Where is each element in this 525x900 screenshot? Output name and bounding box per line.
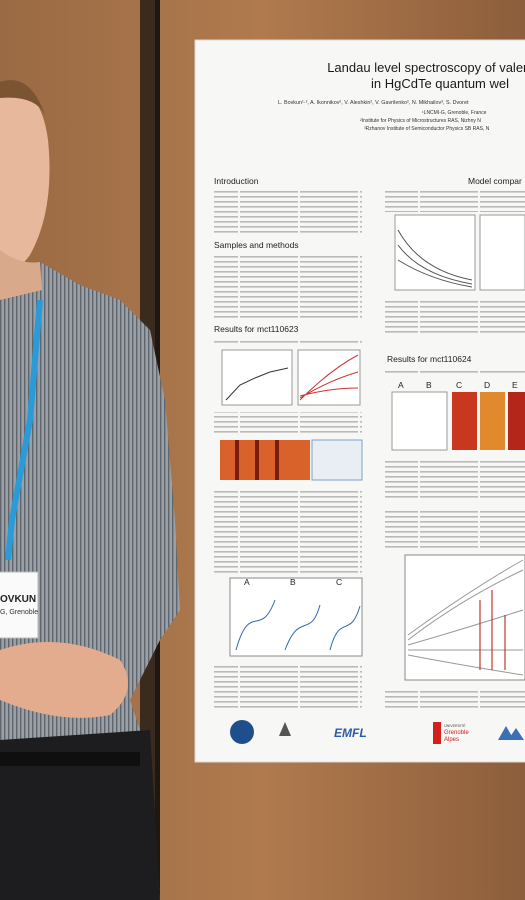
heatmap-band — [235, 440, 239, 480]
figure — [221, 349, 293, 406]
badge-name: OVKUN — [0, 594, 36, 605]
section-heading: Model compar — [468, 176, 522, 186]
figure — [297, 349, 361, 406]
figure — [311, 439, 363, 481]
neck — [0, 250, 42, 300]
figure — [391, 391, 448, 451]
body-text — [385, 190, 525, 212]
body-text — [385, 688, 525, 708]
panel-label: B — [426, 380, 432, 390]
person: OVKUN G, Grenoble — [0, 80, 180, 900]
logo — [279, 722, 291, 736]
figure-curve — [407, 559, 524, 676]
figure-curve — [225, 367, 289, 401]
figure-curve — [479, 590, 506, 670]
body-text — [385, 508, 525, 548]
name-badge — [0, 571, 39, 639]
body-text — [385, 368, 525, 376]
body-text — [385, 300, 525, 336]
body-text — [214, 664, 362, 708]
heatmap — [452, 392, 477, 450]
heatmap — [220, 440, 310, 480]
poster-affiliation: ³Rzhanov Institute of Semiconductor Phys… — [364, 126, 490, 132]
body-text — [214, 412, 362, 434]
panel-label: E — [512, 380, 518, 390]
heatmap — [508, 392, 525, 450]
poster-affiliation: ²Institute for Physics of Microstructure… — [360, 118, 481, 124]
hands — [0, 642, 128, 718]
poster-title: Landau level spectroscopy of valenc — [327, 60, 525, 75]
heatmap-band — [255, 440, 259, 480]
section-heading: Results for mct110623 — [214, 324, 299, 334]
figure-curve — [397, 229, 473, 288]
lanyard — [5, 299, 43, 561]
heatmap-band — [275, 440, 279, 480]
logo — [230, 720, 254, 744]
figure-curve — [299, 354, 359, 401]
body-text — [214, 338, 362, 346]
panel-label: A — [398, 380, 404, 390]
section-heading: Results for mct110624 — [387, 354, 472, 364]
panel-label: C — [336, 577, 342, 587]
figure — [479, 214, 525, 291]
body-text — [385, 458, 525, 500]
figure — [394, 214, 476, 291]
panel-label: D — [484, 380, 490, 390]
panel-label: B — [290, 577, 296, 587]
logo-text: Grenoble — [444, 730, 469, 736]
figure — [229, 577, 363, 657]
figure-curve — [235, 599, 361, 651]
hair — [0, 80, 45, 115]
trousers — [0, 730, 160, 900]
panel-label: A — [244, 577, 250, 587]
face — [0, 88, 50, 275]
body-text — [214, 488, 362, 574]
logo-text: UNIVERSITÉ — [444, 723, 466, 728]
figure — [404, 554, 525, 681]
poster-title: in HgCdTe quantum wel — [371, 76, 509, 91]
heatmap — [480, 392, 505, 450]
badge-affiliation: G, Grenoble — [0, 609, 38, 616]
panel-label: C — [456, 380, 462, 390]
poster: Landau level spectroscopy of valenc in H… — [194, 39, 525, 763]
poster-authors: L. Bovkun¹·², A. Ikonnikov², V. Aleshkin… — [278, 100, 469, 106]
logo-text: EMFL — [334, 726, 367, 740]
logo — [498, 726, 524, 740]
spectra-strip — [220, 439, 363, 481]
section-heading: Introduction — [214, 176, 259, 186]
logo-text: Alpes — [444, 737, 459, 743]
section-heading: Samples and methods — [214, 240, 299, 250]
belt — [0, 752, 140, 766]
body-text — [214, 254, 362, 318]
body-text — [214, 190, 362, 234]
poster-affiliation: ¹LNCMI-G, Grenoble, France — [422, 110, 487, 116]
logo — [433, 722, 441, 744]
